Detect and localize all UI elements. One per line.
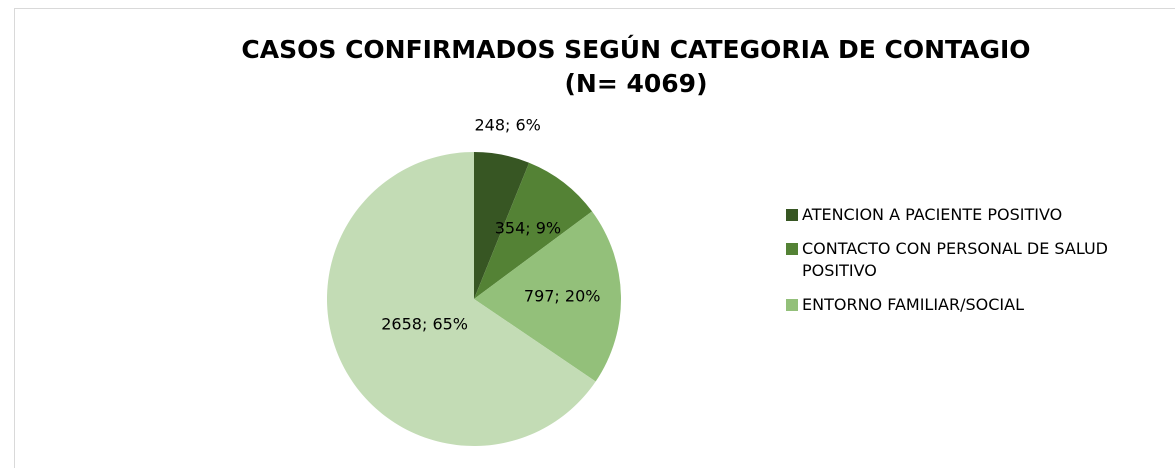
data-label: 248; 6% [474, 115, 540, 134]
pie-slice [327, 152, 596, 446]
legend-swatch [786, 209, 798, 221]
data-label: 2658; 65% [381, 315, 468, 334]
legend-label: ATENCION A PACIENTE POSITIVO [802, 205, 1063, 224]
legend-swatch [786, 243, 798, 255]
chart-title: CASOS CONFIRMADOS SEGÚN CATEGORIA DE CON… [241, 34, 1030, 64]
legend: ATENCION A PACIENTE POSITIVO CONTACTO CON… [786, 204, 1172, 328]
legend-label: ENTORNO FAMILIAR/SOCIAL [802, 295, 1024, 314]
pie-slice [474, 211, 621, 382]
legend-swatch [786, 299, 798, 311]
legend-item: CONTACTO CON PERSONAL DE SALUD POSITIVO [786, 238, 1172, 282]
legend-item: ENTORNO FAMILIAR/SOCIAL [786, 294, 1172, 316]
legend-label: CONTACTO CON PERSONAL DE SALUD POSITIVO [802, 239, 1108, 280]
pie-slice [474, 162, 593, 299]
legend-item: ATENCION A PACIENTE POSITIVO [786, 204, 1172, 226]
data-label: 354; 9% [495, 219, 561, 238]
chart-title: (N= 4069) [564, 69, 707, 98]
pie-slice [474, 152, 530, 299]
data-label: 797; 20% [524, 287, 601, 306]
